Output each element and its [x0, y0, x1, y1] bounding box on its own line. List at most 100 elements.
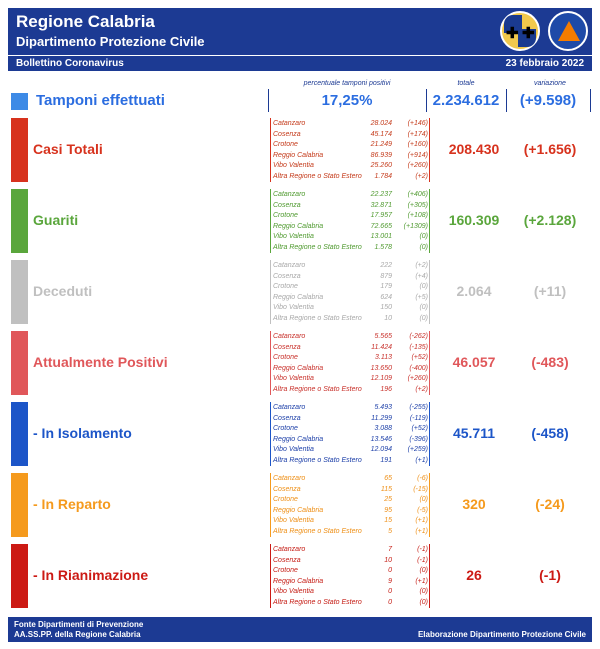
province-name: Altra Regione o Stato Estero	[273, 172, 362, 180]
section-total: 45.711	[452, 425, 496, 441]
province-delta: (-6)	[417, 475, 428, 482]
section-total: 2.064	[456, 283, 492, 299]
column-header-pct: percentuale tamponi positivi	[303, 80, 391, 87]
divider	[270, 331, 271, 395]
tamponi-var: (+9.598)	[519, 92, 577, 109]
list-item: Crotone 21.249 (+160)	[273, 140, 428, 150]
province-value: 13.650	[370, 364, 392, 372]
province-name: Vibo Valentia	[273, 517, 314, 524]
section-variation: (-1)	[539, 567, 561, 583]
list-item: Catanzaro 222 (+2)	[273, 261, 428, 271]
province-value: 5.565	[374, 333, 392, 340]
section-total: 208.430	[448, 141, 500, 157]
province-delta: (0)	[419, 314, 428, 322]
section-marker	[11, 473, 28, 537]
list-item: Vibo Valentia 25.260 (+260)	[273, 161, 428, 171]
province-value: 7	[388, 546, 392, 553]
province-name: Crotone	[273, 354, 298, 361]
province-name: Vibo Valentia	[273, 162, 314, 169]
province-value: 72.665	[370, 222, 392, 230]
tamponi-marker	[11, 93, 28, 110]
list-item: Vibo Valentia 12.109 (+260)	[273, 374, 428, 384]
province-value: 0	[388, 588, 392, 595]
footer-source: Fonte Dipartimenti di Prevenzione	[14, 620, 144, 629]
province-value: 5	[388, 527, 392, 535]
province-delta: (+146)	[407, 120, 428, 127]
list-item: Cosenza 10 (-1)	[273, 556, 428, 566]
divider	[590, 89, 591, 112]
province-name: Reggio Calabria	[273, 151, 324, 159]
footer-source-2: AA.SS.PP. della Regione Calabria	[14, 630, 141, 639]
protezione-civile-logo-icon	[548, 11, 588, 51]
section-variation: (+1.656)	[523, 141, 577, 157]
province-value: 1.578	[374, 243, 392, 251]
list-item: Vibo Valentia 150 (0)	[273, 303, 428, 313]
province-value: 196	[380, 385, 392, 393]
province-name: Crotone	[273, 283, 298, 290]
province-name: Catanzaro	[273, 262, 306, 269]
section-marker	[11, 189, 28, 253]
province-value: 12.094	[370, 446, 392, 453]
province-value: 28.024	[370, 120, 392, 127]
province-delta: (-262)	[409, 333, 428, 340]
divider	[429, 402, 430, 466]
list-item: Reggio Calabria 624 (+5)	[273, 293, 428, 303]
divider	[268, 89, 269, 112]
list-item: Reggio Calabria 72.665 (+1309)	[273, 222, 428, 232]
province-delta: (0)	[419, 567, 428, 574]
list-item: Vibo Valentia 15 (+1)	[273, 516, 428, 526]
province-value: 3.113	[375, 354, 392, 361]
province-value: 15	[384, 517, 392, 524]
divider	[429, 260, 430, 324]
province-value: 9	[388, 577, 392, 585]
section-deceduti: Deceduti Catanzaro 222 (+2) Cosenza 879 (+4) Cr…	[8, 260, 592, 324]
province-list: Catanzaro 222 (+2) Cosenza 879 (+4) Crotone 179…	[270, 260, 430, 324]
province-name: Cosenza	[273, 130, 301, 138]
province-delta: (-400)	[409, 364, 428, 372]
province-value: 1.784	[374, 172, 392, 180]
divider	[429, 473, 430, 537]
province-delta: (-1)	[417, 556, 428, 564]
province-value: 0	[388, 567, 392, 574]
list-item: Cosenza 45.174 (+174)	[273, 130, 428, 140]
list-item: Vibo Valentia 12.094 (+259)	[273, 445, 428, 455]
section-label: Deceduti	[33, 283, 93, 299]
province-delta: (-15)	[413, 485, 428, 493]
province-delta: (-119)	[409, 414, 428, 422]
list-item: Altra Regione o Stato Estero 1.578 (0)	[273, 243, 428, 253]
province-value: 624	[380, 293, 392, 301]
province-name: Altra Regione o Stato Estero	[273, 243, 362, 251]
province-delta: (0)	[419, 588, 428, 595]
column-header-total: totale	[457, 80, 475, 87]
bulletin-bar: Bollettino Coronavirus 23 febbraio 2022	[8, 56, 592, 71]
section-total: 26	[466, 567, 482, 583]
province-delta: (+174)	[407, 130, 428, 138]
province-delta: (+5)	[415, 293, 428, 301]
province-value: 21.249	[370, 141, 392, 148]
province-value: 10	[384, 314, 392, 322]
section-variation: (-483)	[531, 354, 569, 370]
section-total: 320	[462, 496, 486, 512]
province-name: Altra Regione o Stato Estero	[273, 598, 362, 606]
section-label: - In Rianimazione	[33, 567, 149, 583]
section-marker	[11, 331, 28, 395]
province-list: Catanzaro 5.493 (-255) Cosenza 11.299 (-119) C…	[270, 402, 430, 466]
province-value: 22.237	[370, 191, 392, 198]
province-delta: (0)	[419, 243, 428, 251]
province-delta: (-5)	[417, 506, 428, 514]
province-value: 65	[384, 475, 392, 482]
list-item: Altra Regione o Stato Estero 5 (+1)	[273, 527, 428, 537]
province-name: Vibo Valentia	[273, 588, 314, 595]
section-variation: (+2.128)	[523, 212, 577, 228]
section-marker	[11, 544, 28, 608]
province-name: Catanzaro	[273, 404, 306, 411]
tamponi-total: 2.234.612	[432, 92, 500, 109]
province-value: 179	[380, 283, 392, 290]
province-delta: (+914)	[407, 151, 428, 159]
province-name: Vibo Valentia	[273, 304, 314, 311]
section-rianimazione: - In Rianimazione Catanzaro 7 (-1) Cosenza 10…	[8, 544, 592, 608]
province-name: Vibo Valentia	[273, 375, 314, 382]
province-name: Catanzaro	[273, 191, 306, 198]
province-name: Reggio Calabria	[273, 435, 324, 443]
province-name: Cosenza	[273, 201, 301, 209]
